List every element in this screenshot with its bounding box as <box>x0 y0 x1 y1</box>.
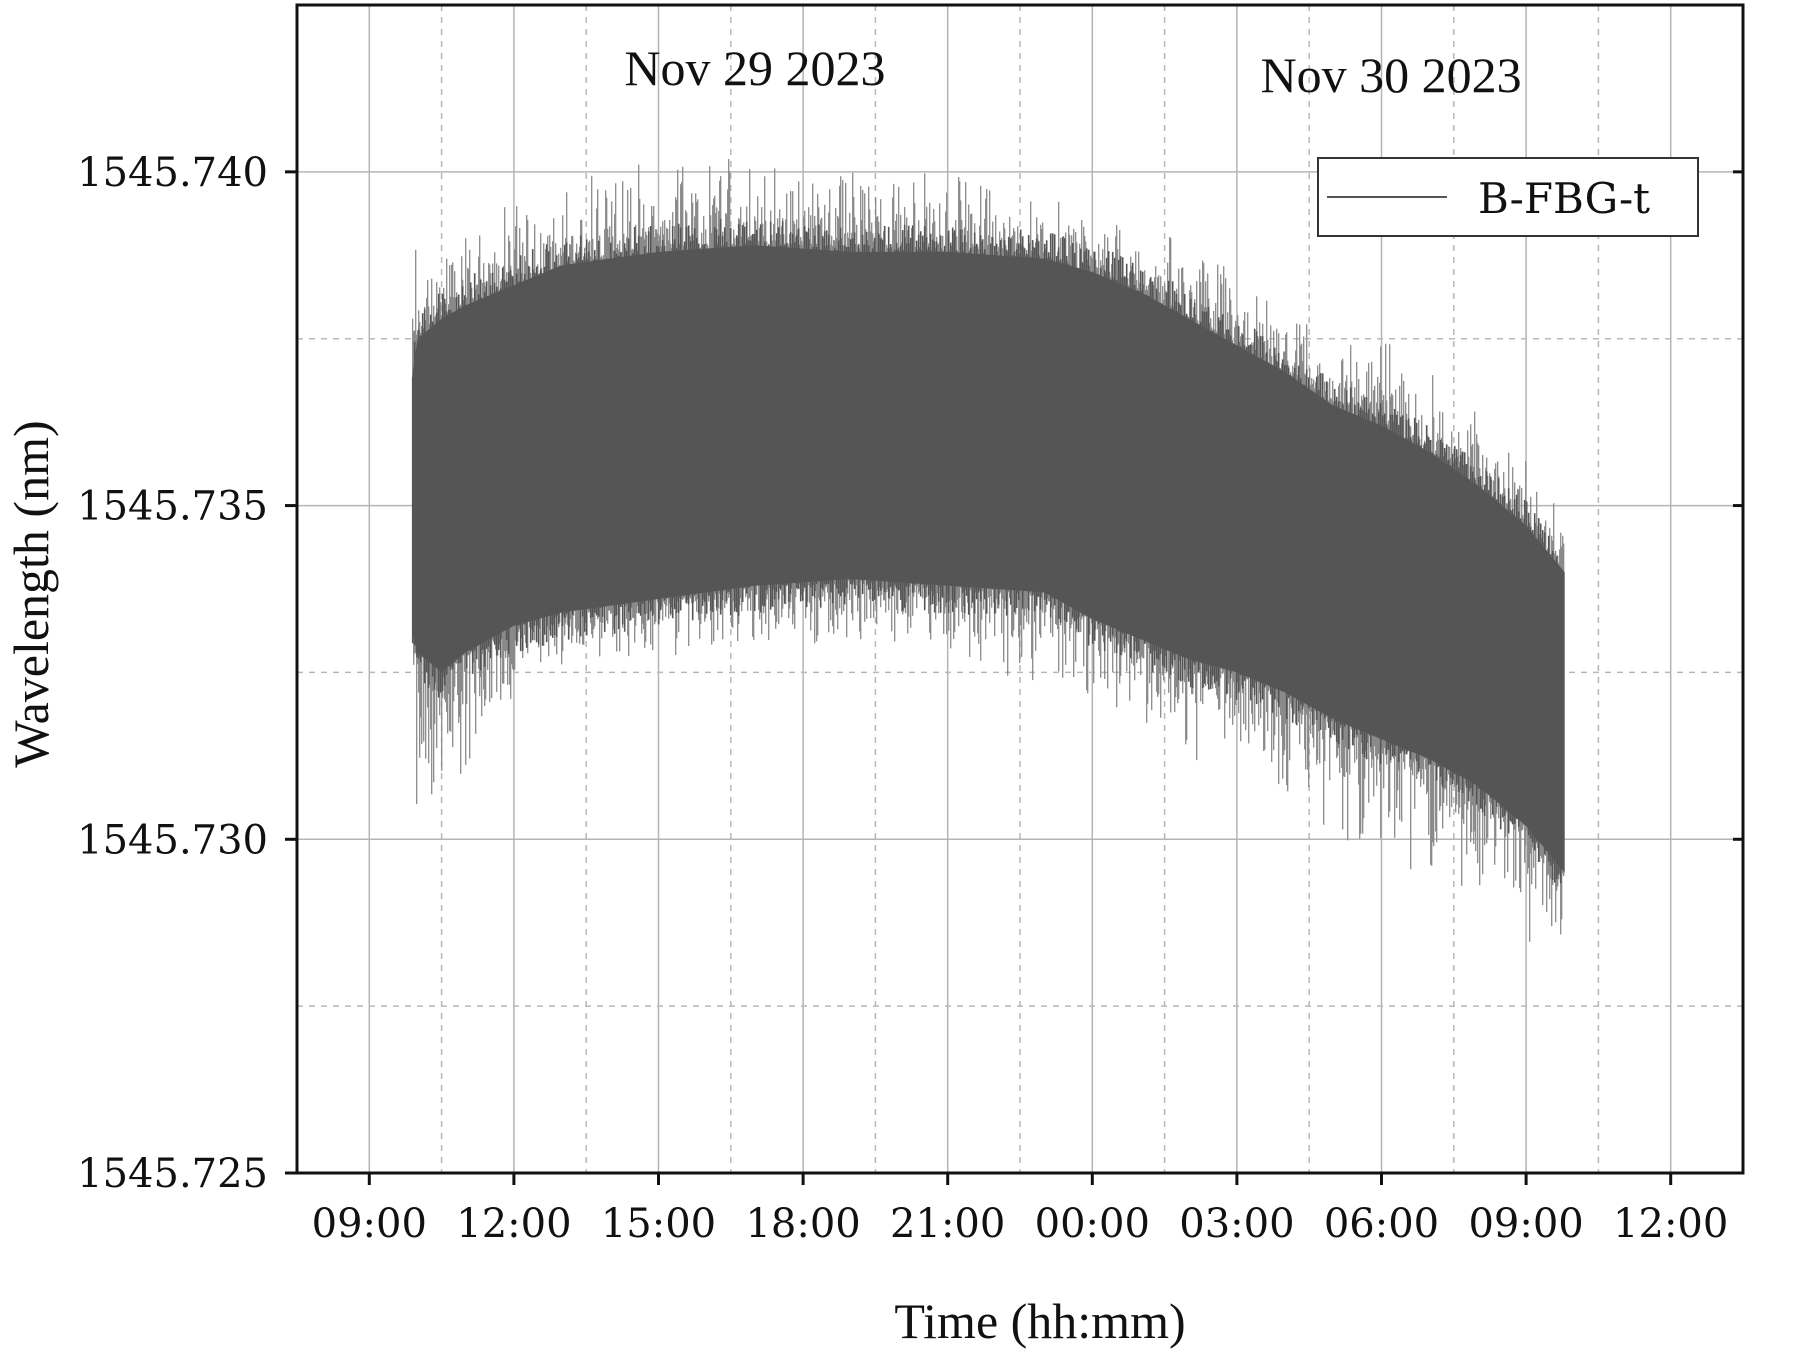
x-tick-label-6: 03:00 <box>1179 1201 1294 1247</box>
date-annotation-1: Nov 30 2023 <box>1261 47 1522 103</box>
x-tick-label-9: 12:00 <box>1613 1201 1728 1247</box>
y-tick-label-2: 1545.735 <box>77 484 268 530</box>
plot-frame <box>295 3 1745 1175</box>
x-tick-label-1: 12:00 <box>456 1201 571 1247</box>
series-b-fbg-t-edge <box>411 218 1564 884</box>
series-layer <box>411 159 1565 942</box>
legend: B-FBG-t <box>1317 157 1699 237</box>
x-tick-label-0: 09:00 <box>312 1201 427 1247</box>
y-tick-label-1: 1545.730 <box>77 817 268 863</box>
x-axis-title: Time (hh:mm) <box>894 1293 1185 1349</box>
y-tick-label-3: 1545.740 <box>77 150 268 196</box>
x-tick-label-2: 15:00 <box>601 1201 716 1247</box>
x-tick-label-7: 06:00 <box>1324 1201 1439 1247</box>
date-annotation-0: Nov 29 2023 <box>624 40 885 96</box>
y-tick-label-0: 1545.725 <box>77 1151 268 1197</box>
legend-label-b-fbg-t: B-FBG-t <box>1478 174 1650 223</box>
y-axis-title: Wavelength (nm) <box>3 420 59 767</box>
annotations: Nov 29 2023 Nov 30 2023 <box>624 40 1521 103</box>
x-tick-label-8: 09:00 <box>1468 1201 1583 1247</box>
ticks <box>285 170 1743 1185</box>
y-tick-labels: 1545.725 1545.730 1545.735 1545.740 <box>77 150 268 1197</box>
x-tick-label-3: 18:00 <box>745 1201 860 1247</box>
x-tick-labels: 09:00 12:00 15:00 18:00 21:00 00:00 03:00 06:00… <box>312 1201 1729 1247</box>
x-tick-label-5: 00:00 <box>1035 1201 1150 1247</box>
x-tick-label-4: 21:00 <box>890 1201 1005 1247</box>
